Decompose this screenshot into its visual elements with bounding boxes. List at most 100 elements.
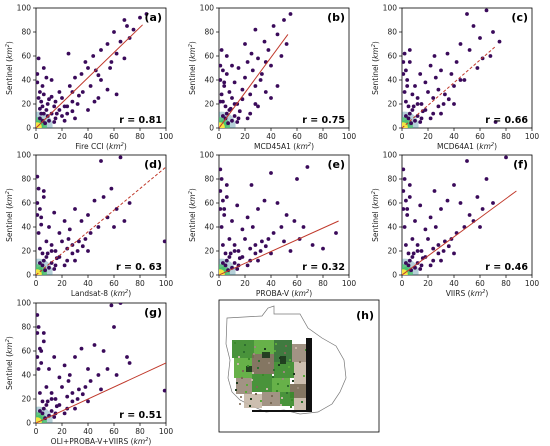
data-point — [445, 198, 450, 203]
y-axis-label: Sentinel (km2) — [188, 41, 197, 95]
y-tick-label: 0 — [209, 124, 214, 133]
data-point — [86, 213, 90, 217]
data-point — [295, 177, 299, 181]
data-point — [39, 215, 44, 220]
data-point — [221, 68, 225, 73]
map-speckle — [275, 343, 277, 345]
data-point — [410, 255, 415, 259]
panel-label: (g) — [144, 306, 162, 319]
data-point — [36, 331, 40, 335]
x-tick-label: 20 — [423, 132, 433, 141]
data-point — [224, 54, 229, 58]
y-tick-label: 100 — [17, 299, 32, 308]
data-point — [114, 373, 119, 377]
data-point — [44, 108, 49, 112]
map-speckle — [237, 363, 239, 365]
data-point — [305, 165, 310, 169]
data-point — [38, 246, 42, 251]
data-point — [423, 80, 428, 85]
data-point — [253, 102, 258, 106]
y-tick-label: 60 — [387, 52, 397, 61]
data-point — [44, 255, 49, 259]
data-point — [410, 108, 415, 112]
map-speckle — [258, 360, 260, 362]
data-point — [219, 225, 224, 229]
data-point — [236, 116, 241, 121]
data-point — [404, 198, 408, 203]
panel-label: (c) — [511, 11, 528, 24]
plot-frame — [401, 7, 533, 129]
plot-frame — [218, 7, 350, 129]
x-tick-label: 100 — [525, 279, 540, 288]
data-point — [418, 203, 423, 208]
data-point — [127, 201, 132, 205]
fit-line — [219, 220, 339, 275]
data-point — [235, 120, 240, 124]
data-point — [92, 99, 97, 104]
data-point — [236, 249, 241, 253]
data-point — [415, 114, 420, 118]
x-tick-label: 100 — [342, 279, 357, 288]
fit-line — [402, 46, 496, 128]
map-speckle — [273, 369, 275, 371]
x-tick-label: 60 — [109, 132, 119, 141]
y-tick-label: 80 — [204, 175, 214, 184]
data-point — [449, 72, 454, 76]
y-tick-label: 60 — [387, 199, 397, 208]
data-point — [219, 99, 223, 104]
x-tick-label: 40 — [449, 279, 459, 288]
data-point — [86, 399, 90, 404]
data-point — [253, 251, 258, 256]
data-point — [269, 63, 273, 68]
data-point — [431, 258, 436, 263]
data-point — [36, 355, 40, 359]
data-point — [275, 84, 280, 88]
data-point — [419, 116, 424, 121]
data-point — [40, 251, 45, 256]
data-point — [415, 102, 420, 106]
x-tick-label: 20 — [57, 132, 67, 141]
data-point — [406, 116, 411, 121]
correlation-label: r = 0.81 — [119, 115, 162, 126]
map-speckle — [291, 399, 293, 401]
data-point — [36, 213, 40, 217]
data-point — [62, 411, 67, 416]
data-point — [57, 231, 62, 235]
y-tick-label: 100 — [200, 151, 215, 160]
data-point — [410, 237, 415, 241]
data-point — [224, 258, 229, 263]
data-point — [488, 54, 493, 58]
x-tick-label: 80 — [135, 427, 145, 436]
data-point — [484, 177, 489, 181]
x-axis-label: OLI+PROBA-V+VIIRS (km2) — [51, 437, 152, 446]
data-point — [36, 72, 40, 76]
data-point — [321, 246, 325, 251]
data-point — [222, 213, 227, 217]
map-speckle — [260, 400, 262, 402]
data-point — [99, 387, 103, 392]
map-speckle — [276, 390, 278, 392]
data-point — [402, 72, 406, 76]
map-speckle — [266, 388, 268, 390]
data-point — [92, 198, 97, 203]
data-point — [38, 116, 42, 121]
data-point — [462, 78, 467, 82]
x-tick-label: 0 — [217, 279, 222, 288]
data-point — [83, 60, 88, 64]
data-point — [227, 255, 232, 259]
data-point — [60, 385, 64, 389]
data-point — [232, 114, 237, 118]
data-point — [118, 303, 123, 305]
plot-frame — [401, 154, 533, 276]
y-tick-label: 20 — [387, 100, 397, 109]
data-point — [47, 367, 51, 371]
data-point — [409, 121, 413, 126]
data-point — [43, 121, 47, 126]
data-point — [436, 251, 441, 256]
x-tick-label: 100 — [525, 132, 540, 141]
fit-line — [219, 34, 289, 128]
data-point — [224, 183, 229, 187]
data-point — [433, 75, 438, 80]
x-axis-label: Landsat-8 (km2) — [71, 289, 131, 298]
y-tick-label: 20 — [387, 247, 397, 256]
